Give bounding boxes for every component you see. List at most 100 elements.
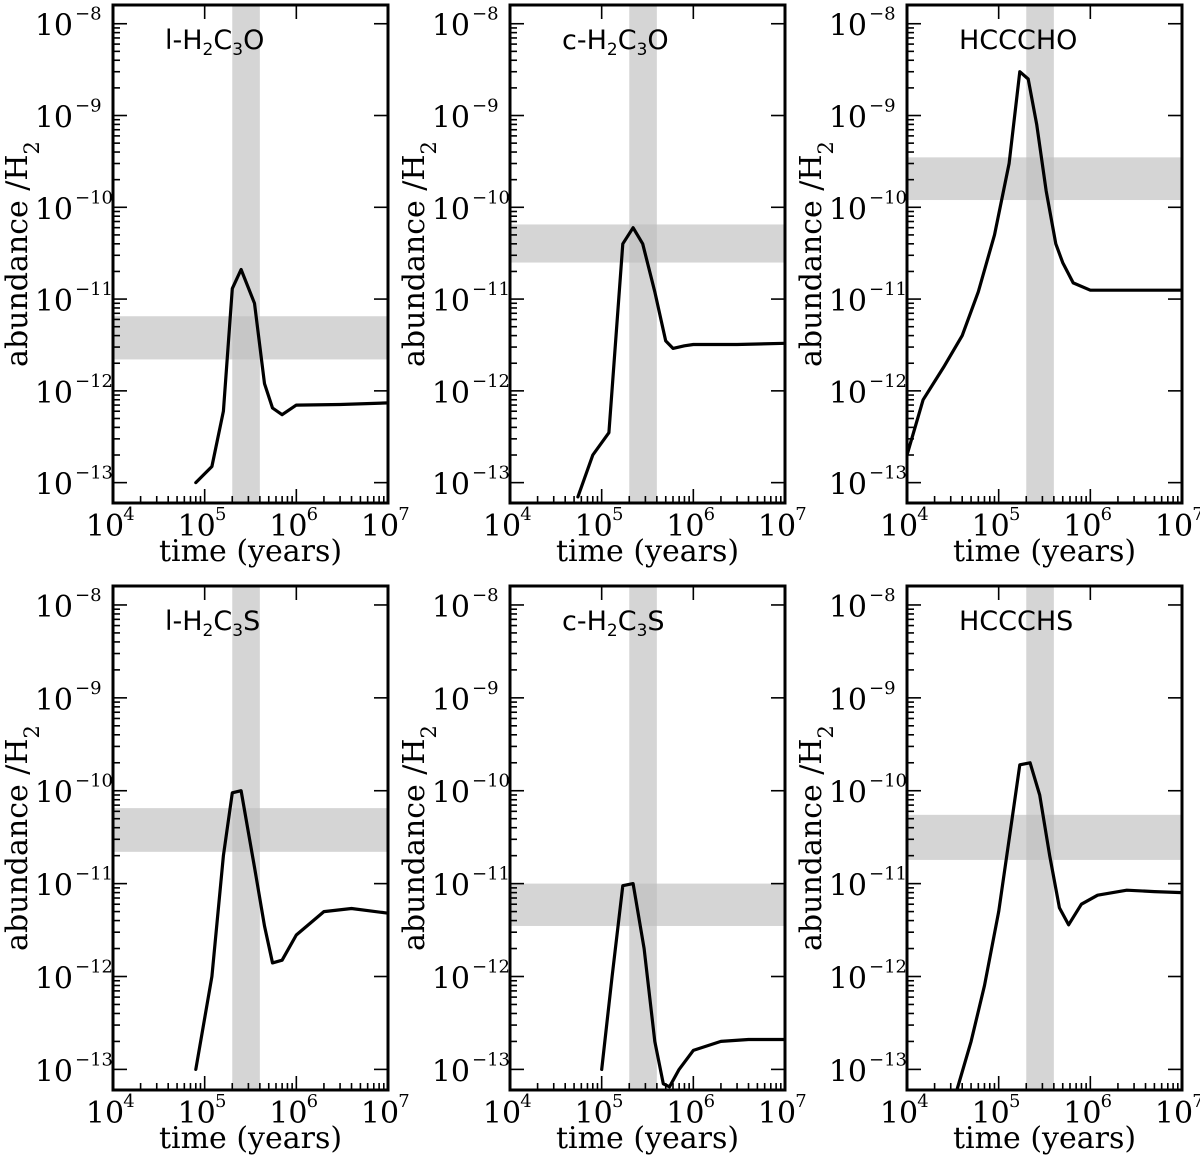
x-tick-label: 10 (880, 509, 918, 544)
axes-frame (905, 584, 1184, 1092)
y-tick-exponent: −10 (75, 187, 113, 208)
plot-area (113, 5, 388, 503)
y-tick-label: 10 (35, 376, 73, 411)
y-axis-label: abundance /H2 (397, 141, 441, 367)
molecule-label: HCCCHO (959, 25, 1077, 56)
y-tick-exponent: −10 (869, 771, 907, 792)
y-axis-label: abundance /H2 (794, 725, 838, 951)
y-tick-label: 10 (432, 683, 470, 718)
y-tick-label: 10 (829, 1054, 867, 1089)
molecule-label: HCCCHS (959, 606, 1073, 637)
y-tick-label: 10 (432, 962, 470, 997)
y-axis-label: abundance /H2 (397, 725, 441, 951)
x-tick-label: 10 (1155, 1096, 1193, 1131)
x-tick-label: 10 (1155, 509, 1193, 544)
y-tick-label: 10 (432, 192, 470, 227)
y-tick-label: 10 (432, 1054, 470, 1089)
molecule-label: l-H2C3O (165, 25, 264, 60)
y-tick-exponent: −13 (869, 463, 907, 484)
molecule-label: c-H2C3S (562, 606, 665, 641)
x-tick-label: 10 (972, 1096, 1010, 1131)
x-axis-label: time (years) (953, 534, 1136, 569)
y-tick-label: 10 (35, 468, 73, 503)
plot-area (907, 586, 1182, 1090)
y-tick-exponent: −8 (869, 585, 896, 606)
y-tick-label: 10 (432, 9, 470, 44)
y-tick-label: 10 (829, 101, 867, 136)
x-tick-label: 10 (666, 1096, 704, 1131)
axes-frame (905, 3, 1184, 505)
x-tick-exponent: 5 (1009, 504, 1020, 525)
y-tick-label: 10 (829, 468, 867, 503)
x-tick-label: 10 (758, 509, 796, 544)
x-axis-label: time (years) (953, 1121, 1136, 1156)
x-tick-exponent: 6 (307, 1091, 318, 1112)
x-axis-label: time (years) (556, 534, 739, 569)
x-tick-label: 10 (1063, 509, 1101, 544)
y-tick-label: 10 (35, 9, 73, 44)
x-axis-label: time (years) (159, 1121, 342, 1156)
y-tick-label: 10 (829, 590, 867, 625)
x-tick-exponent: 5 (1009, 1091, 1020, 1112)
plot-area (510, 586, 785, 1090)
y-tick-exponent: −11 (869, 279, 907, 300)
y-tick-exponent: −10 (472, 187, 510, 208)
y-tick-exponent: −12 (75, 371, 113, 392)
y-tick-label: 10 (35, 683, 73, 718)
x-tick-label: 10 (575, 509, 613, 544)
x-tick-label: 10 (666, 509, 704, 544)
y-tick-label: 10 (35, 776, 73, 811)
x-tick-exponent: 6 (1101, 1091, 1112, 1112)
x-tick-exponent: 7 (398, 504, 409, 525)
y-axis-label: abundance /H2 (794, 141, 838, 367)
y-tick-label: 10 (35, 192, 73, 227)
y-tick-label: 10 (35, 1054, 73, 1089)
y-tick-label: 10 (35, 869, 73, 904)
x-tick-label: 10 (86, 509, 124, 544)
y-tick-label: 10 (35, 962, 73, 997)
plot-area (510, 5, 785, 503)
y-tick-exponent: −8 (75, 585, 102, 606)
x-tick-exponent: 5 (215, 504, 226, 525)
series-line-model (576, 226, 785, 499)
y-tick-label: 10 (829, 376, 867, 411)
axes-frame (111, 584, 390, 1092)
y-tick-exponent: −11 (472, 864, 510, 885)
y-tick-label: 10 (829, 776, 867, 811)
y-tick-exponent: −9 (75, 678, 102, 699)
y-tick-exponent: −12 (472, 957, 510, 978)
y-tick-label: 10 (829, 9, 867, 44)
x-axis-label: time (years) (159, 534, 342, 569)
x-tick-exponent: 7 (795, 1091, 806, 1112)
y-tick-exponent: −9 (75, 96, 102, 117)
y-tick-label: 10 (432, 776, 470, 811)
y-tick-exponent: −12 (472, 371, 510, 392)
x-tick-label: 10 (361, 509, 399, 544)
molecule-label: l-H2C3S (165, 606, 260, 641)
y-tick-exponent: −8 (869, 4, 896, 25)
x-tick-label: 10 (269, 509, 307, 544)
y-tick-exponent: −8 (472, 585, 499, 606)
series-line-model (600, 881, 785, 1089)
y-tick-label: 10 (829, 962, 867, 997)
x-tick-label: 10 (178, 1096, 216, 1131)
y-tick-exponent: −13 (75, 463, 113, 484)
y-tick-exponent: −9 (472, 678, 499, 699)
time-band (1026, 5, 1054, 503)
y-tick-label: 10 (35, 284, 73, 319)
y-tick-exponent: −8 (75, 4, 102, 25)
y-tick-exponent: −11 (869, 864, 907, 885)
y-tick-label: 10 (35, 101, 73, 136)
x-tick-label: 10 (1063, 1096, 1101, 1131)
y-tick-label: 10 (829, 683, 867, 718)
plot-area (907, 5, 1182, 503)
x-tick-label: 10 (575, 1096, 613, 1131)
y-tick-exponent: −10 (472, 771, 510, 792)
y-tick-exponent: −9 (472, 96, 499, 117)
x-tick-label: 10 (178, 509, 216, 544)
x-tick-exponent: 4 (520, 1091, 531, 1112)
